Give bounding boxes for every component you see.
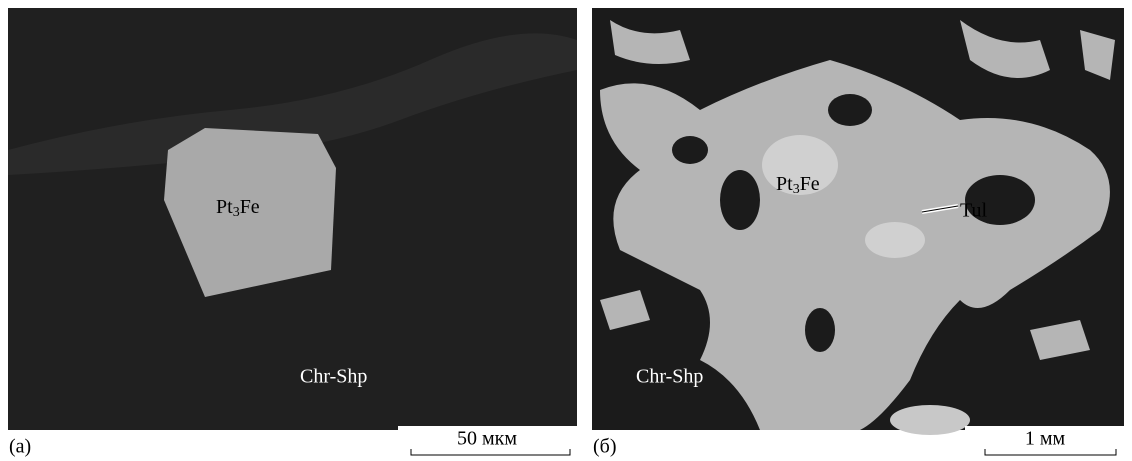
grain (890, 405, 970, 435)
grain (865, 222, 925, 258)
mineral-part: Fe (240, 196, 260, 218)
mineral-part: Fe (800, 173, 820, 195)
pointer-label: Tul (960, 200, 988, 222)
scale-label: 1 мм (1025, 428, 1066, 450)
panel-label: (a) (9, 436, 31, 458)
mineral-part: Pt (776, 173, 793, 195)
panel-b: Pt3Fe Tul Chr-Shp (б) 1 мм (592, 8, 1124, 461)
hole (720, 170, 760, 230)
figure: Pt3Fe Chr-Shp (a) 50 мкм Pt3Fe Tul Chr-S… (0, 0, 1132, 461)
panel-label: (б) (593, 436, 617, 458)
hole (828, 94, 872, 126)
mineral-part: Pt (216, 196, 233, 218)
hole (672, 136, 708, 164)
hole (805, 308, 835, 352)
scale-label: 50 мкм (457, 428, 517, 450)
mineral-subscript: 3 (233, 205, 240, 220)
panel-a: Pt3Fe Chr-Shp (a) 50 мкм (8, 8, 577, 461)
mineral-subscript: 3 (793, 182, 800, 197)
matrix-label: Chr-Shp (300, 366, 367, 388)
matrix-label: Chr-Shp (636, 366, 703, 388)
